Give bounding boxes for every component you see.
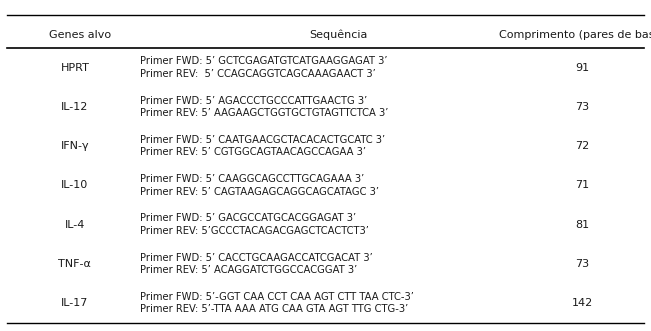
Text: Comprimento (pares de base): Comprimento (pares de base) [499,30,651,40]
Text: Primer FWD: 5’ AGACCCTGCCCATTGAACTG 3’: Primer FWD: 5’ AGACCCTGCCCATTGAACTG 3’ [140,96,367,106]
Text: 142: 142 [572,298,593,308]
Text: IL-4: IL-4 [64,219,85,230]
Text: IL-17: IL-17 [61,298,89,308]
Text: Primer REV: 5’GCCCTACAGACGAGCTCACTCT3’: Primer REV: 5’GCCCTACAGACGAGCTCACTCT3’ [140,226,369,236]
Text: 81: 81 [575,219,590,230]
Text: 73: 73 [575,259,590,269]
Text: Sequência: Sequência [309,29,368,40]
Text: Primer REV: 5’ ACAGGATCTGGCCACGGAT 3’: Primer REV: 5’ ACAGGATCTGGCCACGGAT 3’ [140,265,357,275]
Text: Primer REV: 5’ CAGTAAGAGCAGGCAGCATAGC 3’: Primer REV: 5’ CAGTAAGAGCAGGCAGCATAGC 3’ [140,187,379,197]
Text: IFN-γ: IFN-γ [61,141,89,151]
Text: HPRT: HPRT [61,63,89,72]
Text: Primer FWD: 5’ CACCTGCAAGACCATCGACAT 3’: Primer FWD: 5’ CACCTGCAAGACCATCGACAT 3’ [140,253,373,262]
Text: Primer FWD: 5’ CAATGAACGCTACACACTGCATC 3’: Primer FWD: 5’ CAATGAACGCTACACACTGCATC 3… [140,135,385,145]
Text: Primer FWD: 5’ CAAGGCAGCCTTGCAGAAA 3’: Primer FWD: 5’ CAAGGCAGCCTTGCAGAAA 3’ [140,174,364,184]
Text: Primer FWD: 5’ GACGCCATGCACGGAGAT 3’: Primer FWD: 5’ GACGCCATGCACGGAGAT 3’ [140,213,356,223]
Text: 71: 71 [575,180,590,190]
Text: Primer FWD: 5’ GCTCGAGATGTCATGAAGGAGAT 3’: Primer FWD: 5’ GCTCGAGATGTCATGAAGGAGAT 3… [140,56,387,66]
Text: 72: 72 [575,141,590,151]
Text: Primer REV: 5’ AAGAAGCTGGTGCTGTAGTTCTCA 3’: Primer REV: 5’ AAGAAGCTGGTGCTGTAGTTCTCA … [140,108,389,118]
Text: TNF-α: TNF-α [59,259,91,269]
Text: IL-12: IL-12 [61,102,89,112]
Text: Primer REV: 5’-TTA AAA ATG CAA GTA AGT TTG CTG-3’: Primer REV: 5’-TTA AAA ATG CAA GTA AGT T… [140,305,408,314]
Text: Genes alvo: Genes alvo [49,30,111,40]
Text: 91: 91 [575,63,590,72]
Text: 73: 73 [575,102,590,112]
Text: Primer REV: 5’ CGTGGCAGTAACAGCCAGAA 3’: Primer REV: 5’ CGTGGCAGTAACAGCCAGAA 3’ [140,147,366,158]
Text: Primer REV:  5’ CCAGCAGGTCAGCAAAGAACT 3’: Primer REV: 5’ CCAGCAGGTCAGCAAAGAACT 3’ [140,69,376,79]
Text: IL-10: IL-10 [61,180,89,190]
Text: Primer FWD: 5’-GGT CAA CCT CAA AGT CTT TAA CTC-3’: Primer FWD: 5’-GGT CAA CCT CAA AGT CTT T… [140,292,414,302]
